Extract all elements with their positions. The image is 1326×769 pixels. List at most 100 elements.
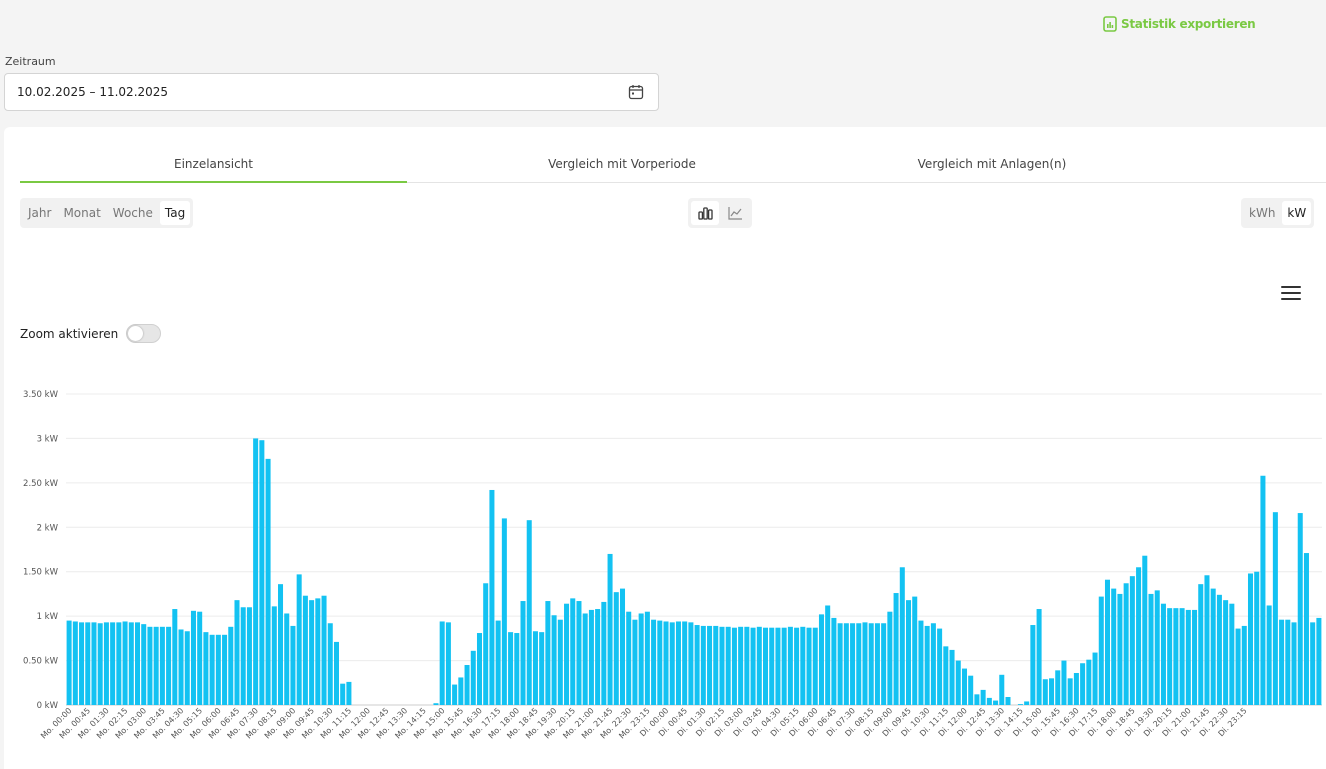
chart-bar[interactable] bbox=[1216, 594, 1222, 705]
chart-bar[interactable] bbox=[930, 623, 936, 705]
chart-bar[interactable] bbox=[918, 620, 924, 705]
chart-bar[interactable] bbox=[943, 646, 949, 705]
chart-bar[interactable] bbox=[246, 607, 252, 705]
chart-bar[interactable] bbox=[327, 623, 333, 705]
chart-bar[interactable] bbox=[893, 593, 899, 705]
chart-bar[interactable] bbox=[135, 622, 141, 705]
chart-bar[interactable] bbox=[601, 601, 607, 705]
chart-bar[interactable] bbox=[265, 458, 271, 705]
chart-bar[interactable] bbox=[1117, 593, 1123, 705]
chart-bar[interactable] bbox=[557, 619, 563, 705]
line-chart-button[interactable] bbox=[721, 201, 749, 225]
chart-bar[interactable] bbox=[868, 623, 874, 705]
chart-bar[interactable] bbox=[1297, 513, 1303, 705]
chart-bar[interactable] bbox=[651, 619, 657, 705]
chart-bar[interactable] bbox=[1055, 670, 1061, 705]
chart-bar[interactable] bbox=[576, 601, 582, 705]
chart-bar[interactable] bbox=[700, 625, 706, 705]
chart-bar[interactable] bbox=[296, 574, 302, 705]
unit-kwh[interactable]: kWh bbox=[1249, 206, 1276, 220]
chart-bar[interactable] bbox=[657, 620, 663, 705]
chart-bar[interactable] bbox=[309, 600, 315, 705]
chart-bar[interactable] bbox=[532, 631, 538, 705]
chart-bar[interactable] bbox=[439, 621, 445, 705]
chart-bar[interactable] bbox=[607, 553, 613, 705]
chart-bar[interactable] bbox=[1024, 701, 1030, 705]
chart-bar[interactable] bbox=[103, 622, 109, 705]
chart-bar[interactable] bbox=[1185, 609, 1191, 705]
chart-bar[interactable] bbox=[1036, 609, 1042, 705]
chart-bar[interactable] bbox=[1104, 579, 1110, 705]
chart-bar[interactable] bbox=[744, 626, 750, 705]
chart-bar[interactable] bbox=[887, 611, 893, 705]
chart-bar[interactable] bbox=[1279, 619, 1285, 705]
chart-bar[interactable] bbox=[1030, 625, 1036, 705]
chart-bar[interactable] bbox=[1142, 555, 1148, 705]
chart-bar[interactable] bbox=[1260, 475, 1266, 705]
chart-bar[interactable] bbox=[514, 633, 520, 705]
chart-bar[interactable] bbox=[912, 596, 918, 705]
chart-bar[interactable] bbox=[228, 626, 234, 705]
export-statistics-link[interactable]: Statistik exportieren bbox=[1103, 16, 1256, 32]
date-range-input[interactable]: 10.02.2025 – 11.02.2025 bbox=[4, 73, 659, 111]
chart-bar[interactable] bbox=[1086, 659, 1092, 705]
chart-bar[interactable] bbox=[79, 622, 85, 705]
zoom-toggle[interactable] bbox=[126, 324, 162, 343]
chart-bar[interactable] bbox=[209, 634, 215, 705]
chart-bar[interactable] bbox=[190, 610, 196, 705]
chart-bar[interactable] bbox=[781, 627, 787, 705]
chart-bar[interactable] bbox=[1017, 704, 1023, 705]
chart-bar[interactable] bbox=[315, 598, 321, 705]
chart-bar[interactable] bbox=[433, 703, 439, 705]
chart-bar[interactable] bbox=[1167, 608, 1173, 705]
chart-bar[interactable] bbox=[1316, 617, 1322, 705]
chart-bar[interactable] bbox=[582, 613, 588, 705]
chart-bar[interactable] bbox=[682, 621, 688, 705]
chart-bar[interactable] bbox=[116, 622, 122, 705]
chart-bar[interactable] bbox=[856, 623, 862, 705]
chart-bar[interactable] bbox=[520, 601, 526, 705]
chart-bar[interactable] bbox=[1198, 584, 1204, 705]
chart-bar[interactable] bbox=[825, 605, 831, 705]
chart-bar[interactable] bbox=[769, 627, 775, 705]
chart-bar[interactable] bbox=[215, 634, 221, 705]
chart-bar[interactable] bbox=[1061, 660, 1067, 705]
chart-bar[interactable] bbox=[787, 626, 793, 705]
chart-bar[interactable] bbox=[613, 592, 619, 705]
chart-bar[interactable] bbox=[290, 625, 296, 705]
chart-bar[interactable] bbox=[476, 633, 482, 705]
chart-bar[interactable] bbox=[694, 625, 700, 705]
chart-bar[interactable] bbox=[458, 677, 464, 705]
chart-bar[interactable] bbox=[1204, 575, 1210, 705]
chart-bar[interactable] bbox=[719, 626, 725, 705]
chart-bar[interactable] bbox=[271, 606, 277, 705]
chart-bar[interactable] bbox=[675, 621, 681, 705]
chart-bar[interactable] bbox=[284, 613, 290, 705]
chart-bar[interactable] bbox=[1042, 679, 1048, 705]
chart-bar[interactable] bbox=[986, 697, 992, 705]
chart-bar[interactable] bbox=[595, 609, 601, 705]
chart-bar[interactable] bbox=[862, 622, 868, 705]
chart-bar[interactable] bbox=[968, 675, 974, 705]
chart-bar[interactable] bbox=[899, 567, 905, 705]
chart-bar[interactable] bbox=[253, 438, 259, 705]
chart-bar[interactable] bbox=[464, 665, 470, 705]
chart-bar[interactable] bbox=[1179, 608, 1185, 705]
tab-compare-plants[interactable]: Vergleich mit Anlagen(n) bbox=[837, 146, 1147, 182]
chart-bar[interactable] bbox=[632, 619, 638, 705]
chart-bar[interactable] bbox=[321, 595, 327, 705]
chart-bar[interactable] bbox=[483, 583, 489, 705]
chart-bar[interactable] bbox=[1092, 652, 1098, 705]
chart-bar[interactable] bbox=[588, 609, 594, 705]
chart-bar[interactable] bbox=[1148, 593, 1154, 705]
chart-bar[interactable] bbox=[619, 588, 626, 705]
chart-bar[interactable] bbox=[1123, 583, 1129, 705]
chart-bar[interactable] bbox=[564, 603, 570, 705]
chart-bar[interactable] bbox=[1173, 608, 1179, 705]
chart-bar[interactable] bbox=[800, 626, 806, 705]
chart-bar[interactable] bbox=[725, 626, 731, 705]
chart-bar[interactable] bbox=[166, 626, 172, 705]
chart-bar[interactable] bbox=[1272, 512, 1278, 705]
chart-bar[interactable] bbox=[172, 609, 178, 705]
chart-bar[interactable] bbox=[1229, 603, 1235, 705]
